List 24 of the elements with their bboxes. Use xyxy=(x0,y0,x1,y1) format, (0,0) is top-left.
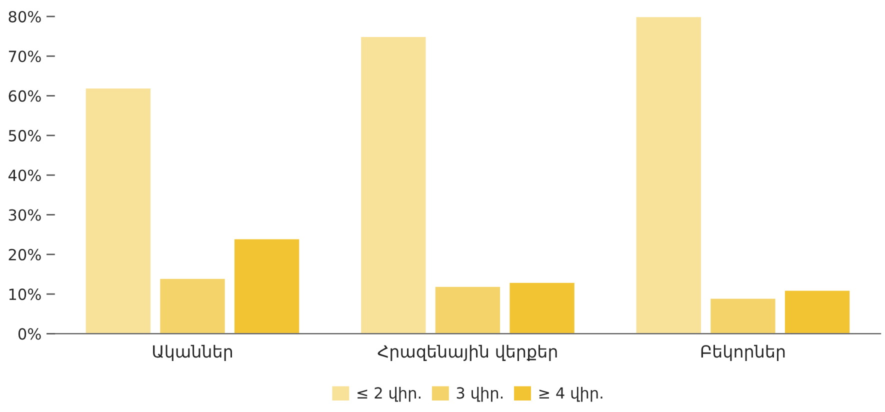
y-tick-label: 30% xyxy=(8,209,41,221)
y-tick-label: 0% xyxy=(18,328,41,340)
bar xyxy=(709,297,777,334)
bar xyxy=(158,278,226,334)
bar xyxy=(784,289,851,334)
y-tick-label: 60% xyxy=(8,90,41,102)
bar xyxy=(508,281,576,334)
bar xyxy=(233,238,301,334)
y-tick-label: 70% xyxy=(8,50,41,62)
bar xyxy=(360,36,428,334)
y-tick-label: 80% xyxy=(8,10,41,22)
x-tick-label: Բեկորներ xyxy=(701,344,785,361)
y-tick-label: 40% xyxy=(8,170,41,182)
y-tick-label: 50% xyxy=(8,130,41,142)
y-tick-label: 20% xyxy=(8,248,41,260)
legend-label: ≤ 2 վիր. xyxy=(358,386,420,402)
bar xyxy=(634,16,702,334)
bar xyxy=(434,285,502,334)
x-tick-label: Ականներ xyxy=(153,344,232,361)
y-tick-label: 10% xyxy=(9,288,41,300)
legend-label: ≥ 4 վիր. xyxy=(539,386,602,402)
legend-label: 3 վիր. xyxy=(456,386,503,402)
bar xyxy=(84,87,152,334)
x-tick-label: Հրազենային վերքեր xyxy=(378,344,557,361)
